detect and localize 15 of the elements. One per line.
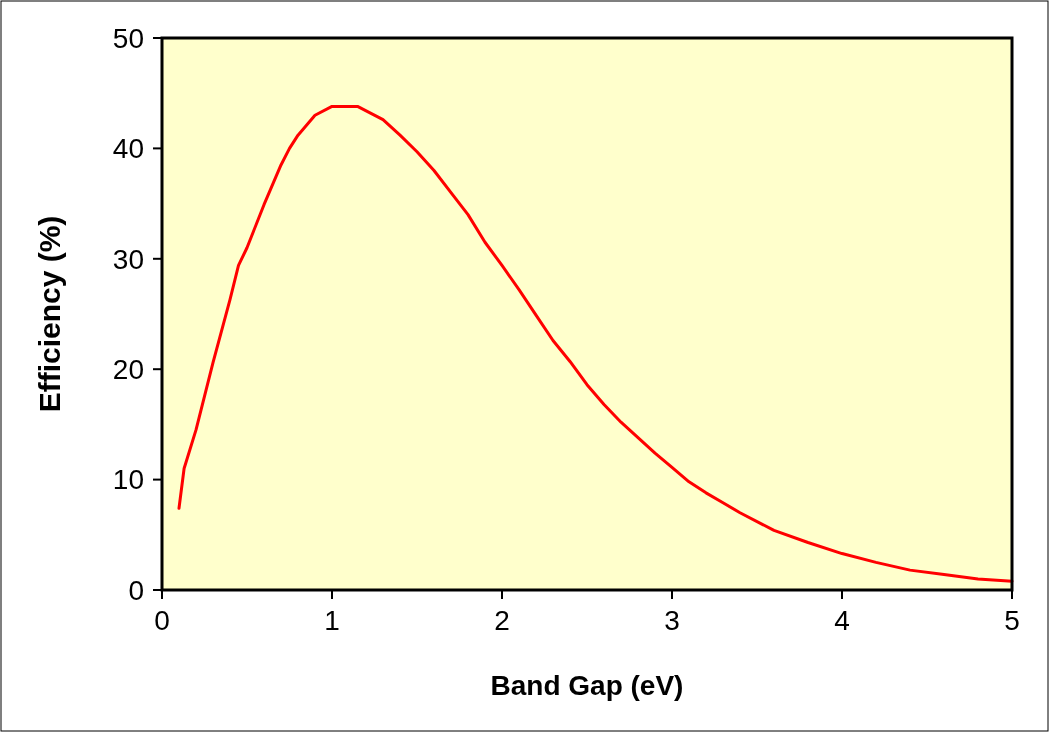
x-tick-label: 4	[834, 605, 850, 636]
y-tick-label: 30	[112, 243, 144, 275]
x-tick-label: 3	[664, 605, 680, 636]
y-tick-label: 20	[112, 354, 144, 385]
y-tick-label: 40	[112, 133, 144, 165]
x-tick-label: 0	[154, 605, 170, 636]
y-axis-title: Efficiency (%)	[33, 215, 66, 413]
x-tick-label: 2	[494, 605, 510, 636]
x-tick-label: 1	[324, 605, 340, 636]
x-tick-label: 5	[1004, 605, 1020, 636]
x-axis-title: Band Gap (eV)	[490, 670, 684, 701]
line-series	[177, 104, 1014, 583]
y-tick-label: 10	[112, 464, 144, 496]
y-tick-label: 50	[112, 22, 144, 54]
y-tick-label: 0	[128, 574, 144, 606]
